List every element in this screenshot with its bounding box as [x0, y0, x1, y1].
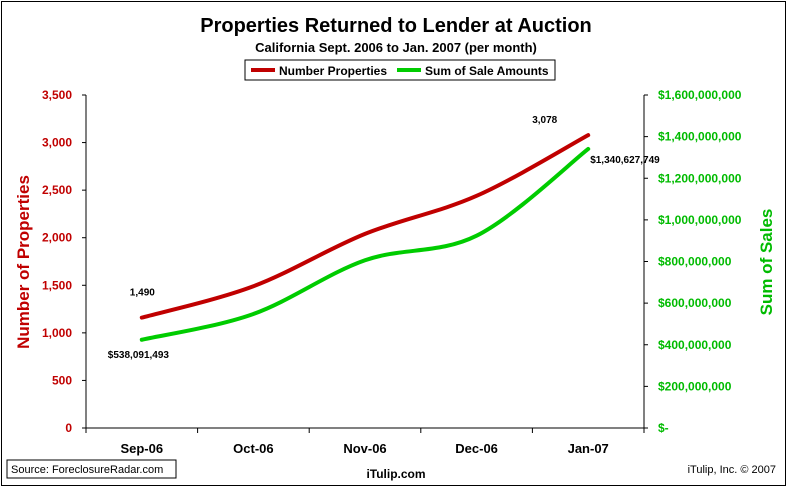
x-ticks: Sep-06 Oct-06 Nov-06 Dec-06 Jan-07	[85, 428, 645, 456]
y-ticks-right: $- $200,000,000 $400,000,000 $600,000,000 $8…	[644, 88, 742, 435]
chart-title: Properties Returned to Lender at Auction	[200, 15, 592, 37]
y-tick-left-label: 1,000	[42, 326, 72, 340]
data-label: 3,078	[532, 115, 557, 126]
number-properties-line	[139, 133, 591, 320]
y-tick-left-label: 3,500	[42, 88, 72, 102]
y-ticks-left: 0 500 1,000 1,500 2,000 2,500 3,000 3,500	[42, 88, 86, 435]
y-tick-right-label: $1,000,000,000	[658, 213, 742, 227]
y-tick-right-label: $600,000,000	[658, 296, 732, 310]
x-tick-label: Oct-06	[233, 441, 273, 456]
y-tick-left-label: 3,000	[42, 136, 72, 150]
data-label: $1,340,627,749	[590, 155, 660, 166]
data-label: $538,091,493	[108, 350, 170, 361]
legend: Number Properties Sum of Sale Amounts	[244, 59, 556, 81]
x-tick-label: Jan-07	[568, 441, 609, 456]
source-note: Source: ForeclosureRadar.com	[11, 464, 163, 476]
y-tick-left-label: 0	[65, 421, 72, 435]
data-label: 1,490	[130, 288, 155, 299]
y-tick-left-label: 1,500	[42, 278, 72, 292]
series-lines	[139, 133, 591, 342]
y-axis-left-label: Number of Properties	[14, 175, 33, 349]
source-box	[6, 459, 177, 479]
x-tick-label: Dec-06	[455, 441, 498, 456]
y-tick-right-label: $1,400,000,000	[658, 130, 742, 144]
copyright-note: iTulip, Inc. © 2007	[688, 464, 776, 476]
data-labels: 1,490 3,078 $538,091,493 $1,340,627,749	[108, 115, 660, 361]
chart-subtitle: California Sept. 2006 to Jan. 2007 (per …	[255, 40, 537, 55]
y-axis-right-label: Sum of Sales	[757, 209, 776, 316]
sum-of-sale-amounts-line	[139, 146, 591, 342]
legend-label-sum-of-sale-amounts: Sum of Sale Amounts	[425, 64, 549, 78]
y-tick-right-label: $1,600,000,000	[658, 88, 742, 102]
y-tick-right-label: $800,000,000	[658, 255, 732, 269]
y-tick-left-label: 2,500	[42, 183, 72, 197]
y-tick-left-label: 2,000	[42, 231, 72, 245]
y-tick-right-label: $-	[658, 421, 669, 435]
x-tick-label: Nov-06	[343, 441, 386, 456]
y-tick-left-label: 500	[52, 373, 72, 387]
y-tick-right-label: $200,000,000	[658, 379, 732, 393]
site-name: iTulip.com	[366, 467, 425, 481]
x-tick-label: Sep-06	[120, 441, 163, 456]
y-tick-right-label: $400,000,000	[658, 338, 732, 352]
legend-label-number-properties: Number Properties	[279, 64, 387, 78]
y-tick-right-label: $1,200,000,000	[658, 171, 742, 185]
